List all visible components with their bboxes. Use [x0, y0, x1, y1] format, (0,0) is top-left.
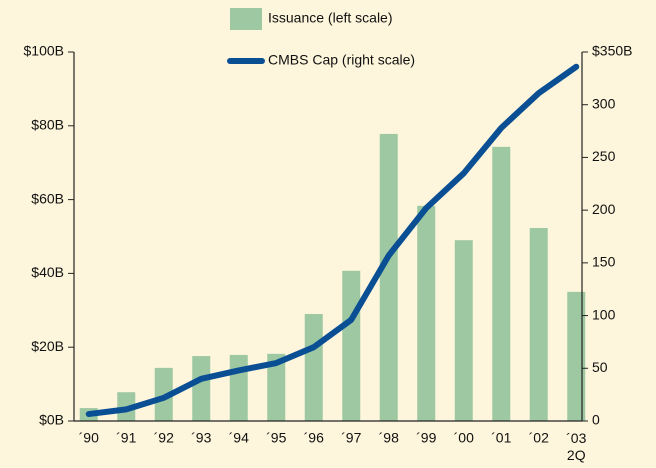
y2-tick-label: 200: [592, 201, 616, 217]
x-tick-label: ´00: [454, 430, 474, 446]
x-tick-label: ´91: [116, 430, 136, 446]
y-tick-label: $60B: [31, 190, 64, 206]
y-tick-label: $100B: [24, 43, 64, 59]
y2-tick-label: 250: [592, 148, 616, 164]
x-tick-label: ´94: [229, 430, 249, 446]
bar: [567, 291, 586, 421]
x-tick-label: ´93: [191, 430, 211, 446]
y2-tick-label: 300: [592, 95, 616, 111]
x-tick-label: ´02: [529, 430, 549, 446]
x-tick-label: ´96: [304, 430, 324, 446]
y2-tick-label: 0: [592, 412, 600, 428]
y-tick-label: $40B: [31, 264, 64, 280]
legend-label: CMBS Cap (right scale): [268, 52, 415, 68]
bar: [454, 240, 473, 421]
x-tick-label: ´99: [416, 430, 436, 446]
x-tick-label: ´97: [341, 430, 361, 446]
y2-tick-label: 50: [592, 359, 608, 375]
bar: [304, 313, 323, 421]
bar: [267, 353, 286, 421]
legend-label: Issuance (left scale): [268, 10, 393, 26]
x-tick-label: ´90: [79, 430, 99, 446]
y2-tick-label: 150: [592, 254, 616, 270]
bar: [229, 354, 248, 421]
bar: [492, 146, 511, 421]
y-tick-label: $0B: [39, 412, 64, 428]
bar: [192, 356, 211, 421]
y2-tick-label: $350B: [592, 43, 632, 59]
x-tick-label: ´01: [491, 430, 511, 446]
bar: [379, 133, 398, 421]
y-tick-label: $20B: [31, 338, 64, 354]
y-tick-label: $80B: [31, 117, 64, 133]
x-tick-label: ´95: [266, 430, 286, 446]
y2-tick-label: 100: [592, 306, 616, 322]
x-tick-label: ´92: [154, 430, 174, 446]
x-tick-label: ´03 2Q: [566, 430, 586, 463]
bar: [342, 270, 361, 421]
x-tick-label: ´98: [379, 430, 399, 446]
bar: [529, 228, 548, 421]
bar: [417, 205, 436, 421]
line: [85, 63, 580, 418]
legend-swatch: [230, 8, 262, 30]
bar: [154, 367, 173, 421]
